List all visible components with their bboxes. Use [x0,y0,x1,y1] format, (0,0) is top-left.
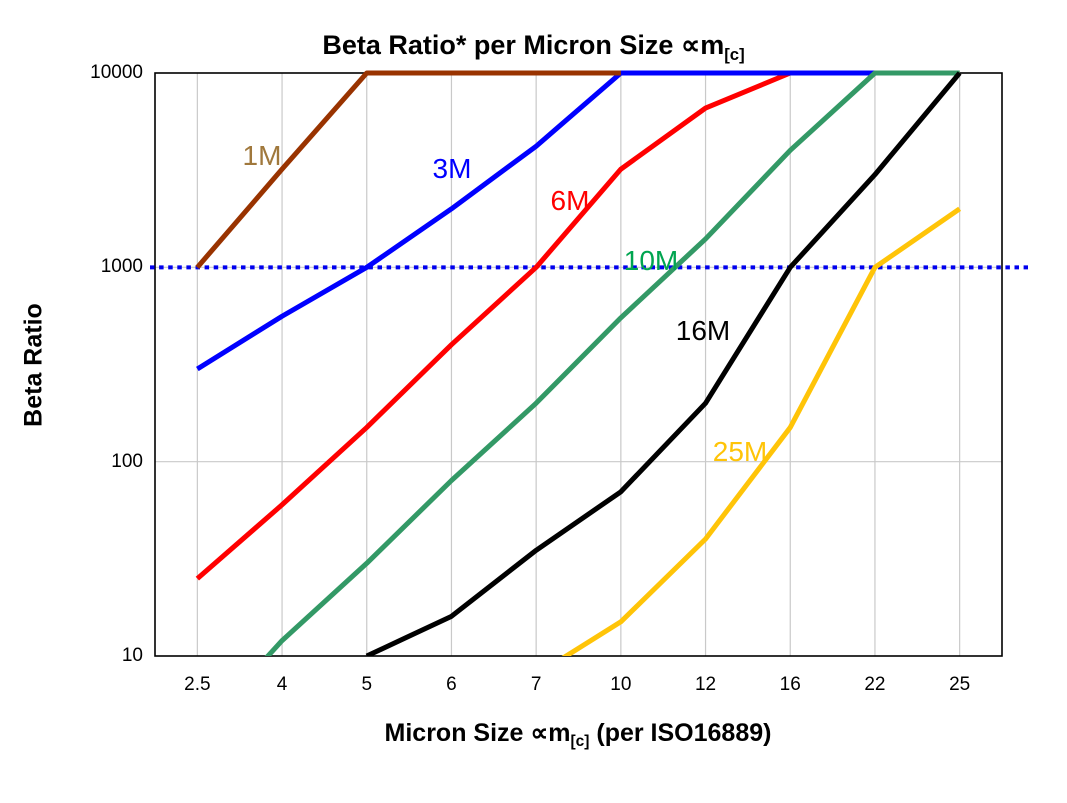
y-axis-title: Beta Ratio [19,303,48,427]
chart-title-symbol: ∝m [680,30,725,60]
x-tick-22: 22 [864,674,886,695]
x-axis-title-text: Micron Size ∝m [384,719,571,747]
series-label-16M: 16M [675,315,731,346]
series-line-25M [561,206,962,656]
x-tick-4: 4 [276,674,288,695]
x-axis-title-subscript: [c] [570,733,590,751]
chart-title-subscript: [c] [724,44,745,64]
x-tick-2.5: 2.5 [184,674,211,695]
y-tick-10: 10 [121,645,143,666]
y-tick-100: 100 [111,450,143,472]
series-line-3M [196,70,875,372]
series-label-25M: 25M [712,436,768,467]
x-tick-16: 16 [779,674,801,695]
series-label-3M: 3M [432,153,472,184]
series-line-16M [365,71,962,656]
x-tick-7: 7 [530,674,542,695]
x-axis-title: Micron Size ∝m[c] (per ISO16889) [0,718,1067,751]
x-tick-5: 5 [361,674,373,695]
series-label-6M: 6M [550,185,590,216]
x-tick-12: 12 [694,674,717,695]
x-tick-25: 25 [949,674,971,695]
x-tick-10: 10 [610,674,632,695]
series-label-10M: 10M [623,245,679,276]
series-line-10M [264,70,960,656]
y-tick-1000: 1000 [100,256,143,278]
chart-title-text: Beta Ratio* per Micron Size [322,30,681,60]
y-tick-10000: 10000 [90,62,143,83]
series-label-1M: 1M [242,140,282,171]
x-axis-title-suffix: (per ISO16889) [589,719,772,747]
series-line-1M [195,70,621,269]
x-tick-6: 6 [446,674,457,695]
chart-title: Beta Ratio* per Micron Size ∝m[c] [0,30,1067,64]
